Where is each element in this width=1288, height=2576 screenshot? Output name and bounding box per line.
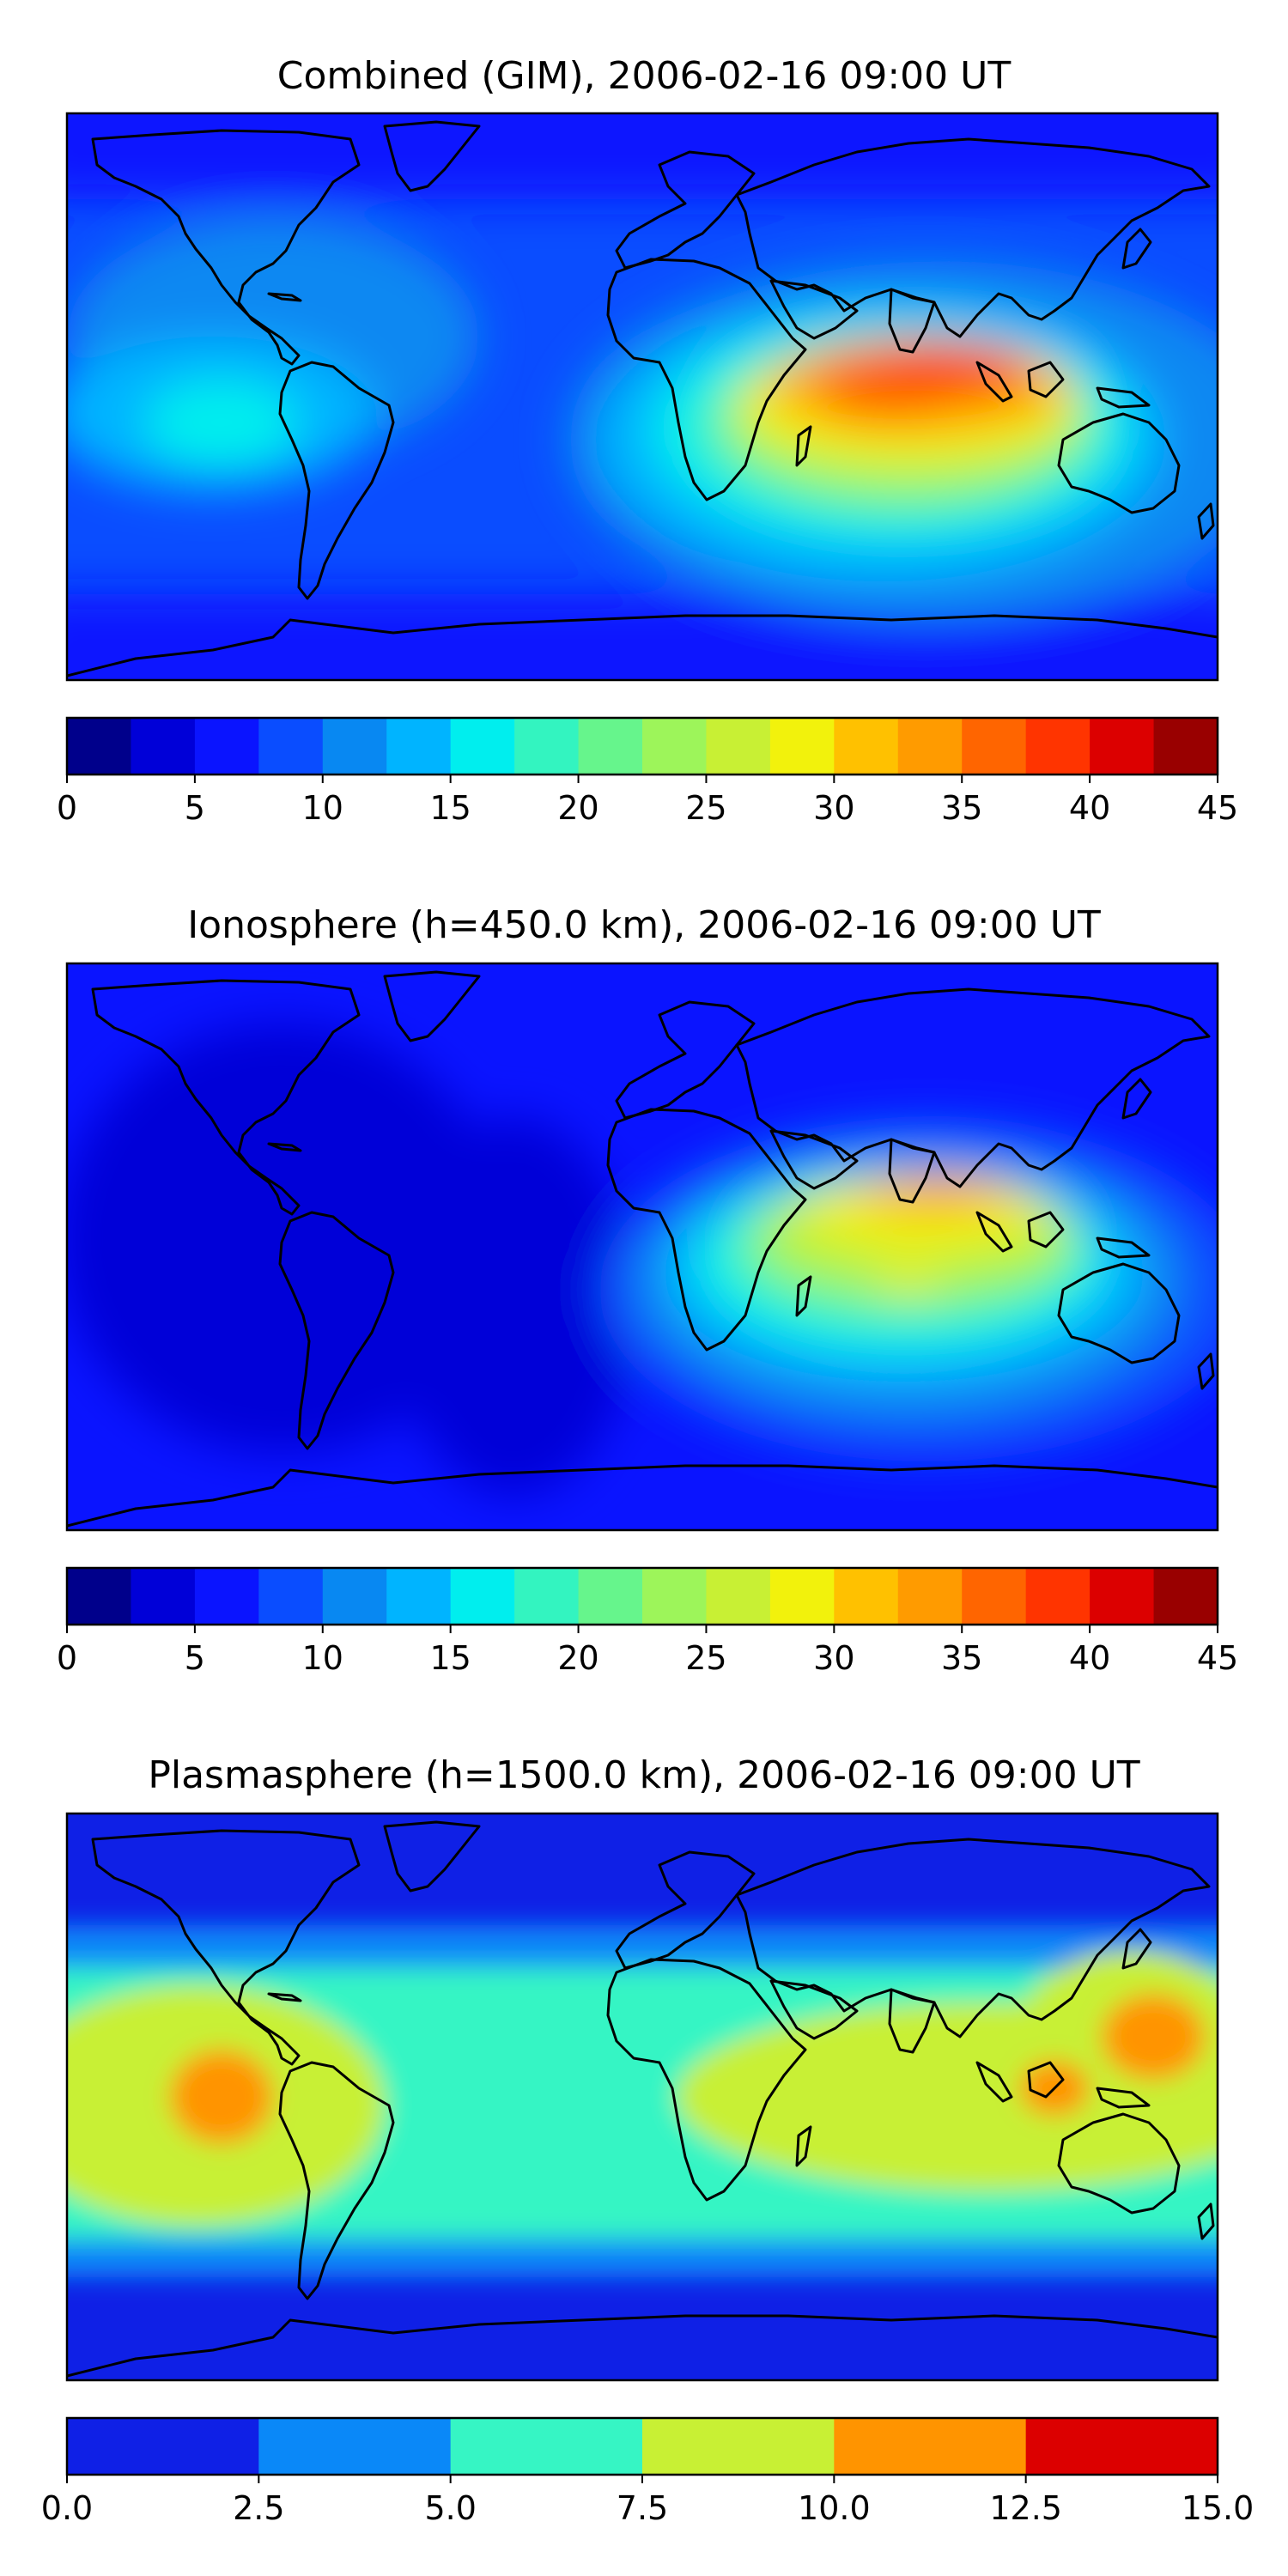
- colorbar-segment: [769, 718, 835, 775]
- colorbar-segment: [450, 718, 515, 775]
- colorbar-tick-label: 10: [302, 789, 343, 827]
- colorbar-segment: [706, 1568, 771, 1625]
- colorbar-segment: [1153, 718, 1218, 775]
- panel-1-title: Combined (GIM), 2006-02-16 09:00 UT: [277, 54, 1012, 98]
- colorbar-tick-label: 45: [1197, 789, 1238, 827]
- panel-2-title: Ionosphere (h=450.0 km), 2006-02-16 09:0…: [187, 903, 1101, 947]
- colorbar-tick-label: 15: [429, 1639, 471, 1677]
- colorbar-tick-label: 30: [813, 789, 854, 827]
- colorbar-segment: [1025, 1568, 1091, 1625]
- colorbar-segment: [897, 718, 963, 775]
- colorbar-frame: [65, 1566, 1219, 1626]
- colorbar-plasmasphere: 0.0 2.5 5.0 7.5 10.0 12.5 15.0: [41, 2416, 1255, 2527]
- colorbar-tick-label: 45: [1197, 1639, 1238, 1677]
- colorbar-tick-label: 20: [557, 789, 598, 827]
- panel-ionosphere: Ionosphere (h=450.0 km), 2006-02-16 09:0…: [57, 903, 1238, 1677]
- colorbar-tick-label: 10.0: [798, 2489, 871, 2527]
- colorbar-segment: [194, 1568, 259, 1625]
- colorbar-segment: [962, 718, 1027, 775]
- colorbar-segment: [258, 2418, 452, 2475]
- colorbar-tick-label: 5: [185, 789, 205, 827]
- colorbar-segment: [450, 2418, 643, 2475]
- colorbar-tick-label: 30: [813, 1639, 854, 1677]
- colorbar-segment: [322, 1568, 387, 1625]
- colorbar-segment: [131, 718, 196, 775]
- colorbar-tick-label: 10: [302, 1639, 343, 1677]
- colorbar-segment: [386, 1568, 452, 1625]
- colorbar-segment: [1025, 2418, 1218, 2475]
- colorbar-segment: [386, 718, 452, 775]
- map-ionosphere: [65, 962, 1219, 1532]
- colorbar-segment: [1090, 1568, 1155, 1625]
- colorbar-segment: [642, 2418, 835, 2475]
- colorbar-tick-label: 0: [57, 789, 77, 827]
- colorbar-segment: [642, 718, 708, 775]
- panel-3-title: Plasmasphere (h=1500.0 km), 2006-02-16 0…: [148, 1753, 1139, 1797]
- colorbar-tick-label: 40: [1069, 789, 1110, 827]
- map-combined: [65, 112, 1219, 682]
- colorbar-segment: [258, 718, 324, 775]
- colorbar-segment: [1025, 718, 1091, 775]
- colorbar-segment: [706, 718, 771, 775]
- colorbar-segment: [514, 718, 580, 775]
- colorbar-segment: [514, 1568, 580, 1625]
- colorbar-segment: [67, 1568, 132, 1625]
- colorbar-tick-label: 0.0: [41, 2489, 93, 2527]
- colorbar-tick-label: 35: [941, 789, 982, 827]
- colorbar-tick-label: 25: [685, 789, 726, 827]
- colorbar-segment: [834, 2418, 1027, 2475]
- colorbar-tick-label: 20: [557, 1639, 598, 1677]
- colorbar-tick-label: 25: [685, 1639, 726, 1677]
- colorbar-segment: [67, 2418, 259, 2475]
- colorbar-tick-label: 15.0: [1182, 2489, 1255, 2527]
- colorbar-segment: [131, 1568, 196, 1625]
- colorbar-tick-label: 35: [941, 1639, 982, 1677]
- colorbar-segment: [578, 1568, 643, 1625]
- colorbar-tick-label: 12.5: [989, 2489, 1062, 2527]
- colorbar-segment: [322, 718, 387, 775]
- panel-plasmasphere: Plasmasphere (h=1500.0 km), 2006-02-16 0…: [41, 1753, 1255, 2527]
- colorbar-tick-label: 5.0: [424, 2489, 476, 2527]
- panel-combined: Combined (GIM), 2006-02-16 09:00 UT: [57, 54, 1238, 827]
- colorbar-segment: [67, 718, 132, 775]
- colorbar-segment: [897, 1568, 963, 1625]
- colorbar-tick-label: 40: [1069, 1639, 1110, 1677]
- colorbar-segment: [194, 718, 259, 775]
- colorbar-segment: [258, 1568, 324, 1625]
- colorbar-segment: [962, 1568, 1027, 1625]
- colorbar-segment: [1090, 718, 1155, 775]
- colorbar-tick-label: 0: [57, 1639, 77, 1677]
- colorbar-combined: 0 5 10 15 20 25 30 35 40 45: [57, 716, 1238, 827]
- colorbar-segment: [578, 718, 643, 775]
- colorbar-segment: [834, 718, 899, 775]
- colorbar-segment: [834, 1568, 899, 1625]
- colorbar-ionosphere: 0 5 10 15 20 25 30 35 40 45: [57, 1566, 1238, 1677]
- colorbar-tick-label: 2.5: [233, 2489, 284, 2527]
- colorbar-frame: [65, 716, 1219, 776]
- colorbar-tick-label: 5: [185, 1639, 205, 1677]
- colorbar-tick-label: 7.5: [617, 2489, 668, 2527]
- colorbar-segment: [769, 1568, 835, 1625]
- colorbar-segment: [450, 1568, 515, 1625]
- colorbar-segment: [1153, 1568, 1218, 1625]
- colorbar-segment: [642, 1568, 708, 1625]
- colorbar-tick-label: 15: [429, 789, 471, 827]
- map-plasmasphere: [65, 1812, 1219, 2382]
